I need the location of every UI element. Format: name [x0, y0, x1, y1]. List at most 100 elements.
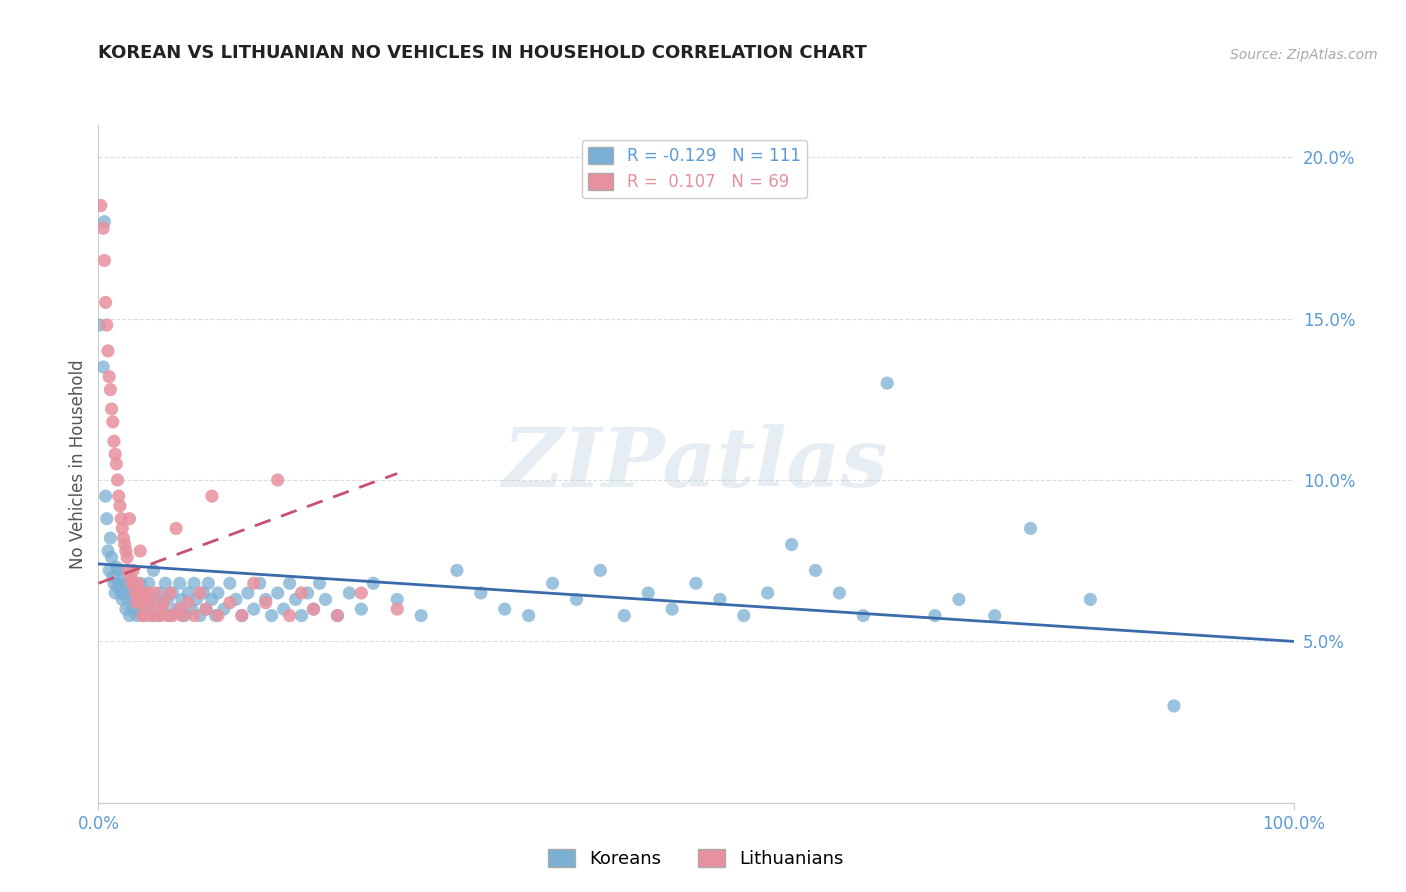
Point [709, 592, 731, 607]
Point [278, 576, 301, 591]
Point [131, 608, 153, 623]
Point [267, 586, 290, 600]
Point [132, 586, 155, 600]
Point [114, 537, 136, 551]
Point [756, 586, 779, 600]
Point [103, 434, 125, 449]
Point [180, 602, 202, 616]
Point [128, 586, 150, 600]
Point [254, 592, 277, 607]
Point [297, 586, 319, 600]
Point [308, 576, 330, 591]
Point [139, 592, 162, 607]
Point [254, 596, 277, 610]
Point [107, 563, 129, 577]
Point [127, 586, 149, 600]
Point [94, 295, 117, 310]
Point [100, 550, 122, 565]
Point [107, 473, 129, 487]
Point [337, 586, 360, 600]
Point [156, 592, 179, 607]
Point [98, 383, 122, 397]
Point [385, 592, 409, 607]
Point [1080, 592, 1102, 607]
Point [89, 318, 111, 332]
Point [111, 521, 134, 535]
Point [149, 608, 172, 623]
Point [363, 576, 385, 591]
Point [350, 602, 373, 616]
Point [188, 608, 211, 623]
Point [207, 586, 229, 600]
Point [132, 586, 155, 600]
Point [101, 415, 124, 429]
Point [142, 608, 165, 623]
Point [155, 576, 177, 591]
Point [565, 592, 588, 607]
Point [124, 586, 146, 600]
Point [165, 521, 187, 535]
Point [107, 489, 129, 503]
Point [108, 499, 131, 513]
Point [613, 608, 636, 623]
Point [183, 608, 205, 623]
Point [118, 608, 141, 623]
Point [162, 586, 184, 600]
Point [112, 531, 135, 545]
Point [446, 563, 468, 577]
Point [127, 576, 149, 591]
Point [115, 544, 138, 558]
Point [97, 544, 120, 558]
Point [385, 602, 409, 616]
Point [273, 602, 295, 616]
Point [828, 586, 851, 600]
Point [204, 608, 226, 623]
Point [201, 489, 224, 503]
Point [152, 602, 174, 616]
Point [225, 592, 247, 607]
Point [983, 608, 1005, 623]
Point [517, 608, 540, 623]
Point [104, 586, 127, 600]
Point [100, 401, 122, 416]
Point [260, 608, 283, 623]
Point [91, 221, 114, 235]
Text: Source: ZipAtlas.com: Source: ZipAtlas.com [1230, 48, 1378, 62]
Point [350, 586, 373, 600]
Point [159, 608, 181, 623]
Point [169, 576, 191, 591]
Point [326, 608, 349, 623]
Point [494, 602, 516, 616]
Point [172, 592, 194, 607]
Point [804, 563, 827, 577]
Point [138, 586, 160, 600]
Point [94, 489, 117, 503]
Point [110, 586, 132, 600]
Point [231, 608, 253, 623]
Point [1019, 521, 1042, 535]
Point [169, 602, 191, 616]
Point [541, 576, 564, 591]
Point [93, 253, 115, 268]
Point [212, 602, 235, 616]
Point [186, 592, 208, 607]
Point [302, 602, 325, 616]
Point [411, 608, 433, 623]
Point [114, 586, 136, 600]
Point [134, 596, 156, 610]
Point [121, 602, 143, 616]
Point [107, 580, 129, 594]
Point [135, 608, 157, 623]
Point [183, 576, 205, 591]
Point [207, 608, 229, 623]
Point [149, 586, 172, 600]
Point [290, 608, 312, 623]
Point [122, 563, 145, 577]
Point [115, 602, 138, 616]
Point [131, 608, 153, 623]
Point [90, 198, 112, 212]
Point [148, 608, 170, 623]
Point [188, 586, 211, 600]
Point [138, 576, 160, 591]
Point [128, 602, 150, 616]
